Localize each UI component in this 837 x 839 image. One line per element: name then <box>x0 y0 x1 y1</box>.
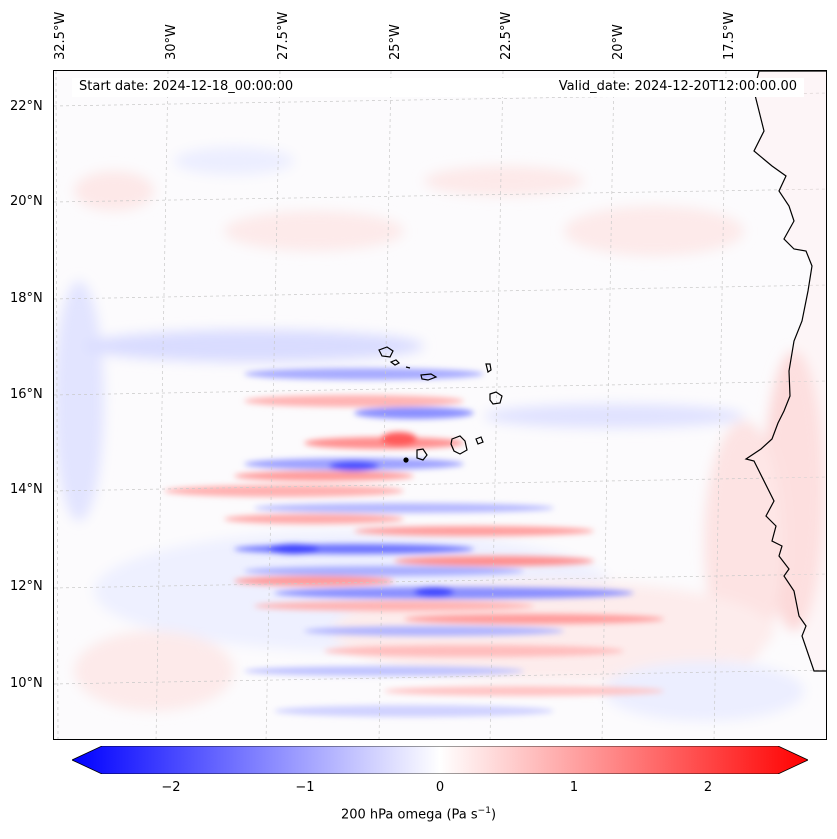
date-info-bar: Start date: 2024-12-18_00:00:00 Valid_da… <box>72 78 804 97</box>
colorbar-label: 200 hPa omega (Pa s−1) <box>0 806 837 822</box>
lon-label-25w: 25°W <box>388 24 403 60</box>
colorbar-label-exponent: −1 <box>477 806 491 816</box>
lat-label-16n: 16°N <box>10 387 43 402</box>
wave-bands <box>164 368 664 717</box>
lat-label-14n: 14°N <box>10 482 43 497</box>
start-date-text: Start date: 2024-12-18_00:00:00 <box>79 79 294 94</box>
colorbar-tick-neg1: −1 <box>295 780 315 795</box>
colorbar <box>71 745 809 775</box>
graticule <box>54 71 826 739</box>
lon-label-27-5w: 27.5°W <box>276 11 291 60</box>
map-canvas <box>54 71 826 739</box>
colorbar-label-prefix: 200 hPa omega (Pa s <box>340 807 478 823</box>
valid-date-text: Valid_date: 2024-12-20T12:00:00.00 <box>558 79 797 94</box>
colorbar-label-suffix: ) <box>490 807 497 823</box>
africa-coastline <box>744 71 826 672</box>
colorbar-tick-1: 1 <box>569 780 579 795</box>
lat-label-18n: 18°N <box>10 291 43 306</box>
omega-field-map[interactable]: Start date: 2024-12-18_00:00:00 Valid_da… <box>53 70 827 740</box>
lon-label-32-5w: 32.5°W <box>53 11 68 60</box>
lat-label-20n: 20°N <box>10 194 43 209</box>
lat-label-10n: 10°N <box>10 676 43 691</box>
colorbar-ramp <box>71 745 809 775</box>
colorbar-graphic <box>71 745 809 775</box>
colorbar-tick-neg2: −2 <box>161 780 181 795</box>
colorbar-tick-0: 0 <box>435 780 445 795</box>
lon-label-22-5w: 22.5°W <box>499 11 514 60</box>
cape-verde-islands <box>378 346 503 463</box>
lon-label-20w: 20°W <box>611 24 626 60</box>
lon-label-30w: 30°W <box>164 24 179 60</box>
colorbar-tick-2: 2 <box>703 780 713 795</box>
lat-label-22n: 22°N <box>10 99 43 114</box>
lat-label-12n: 12°N <box>10 579 43 594</box>
lon-label-17-5w: 17.5°W <box>722 11 737 60</box>
